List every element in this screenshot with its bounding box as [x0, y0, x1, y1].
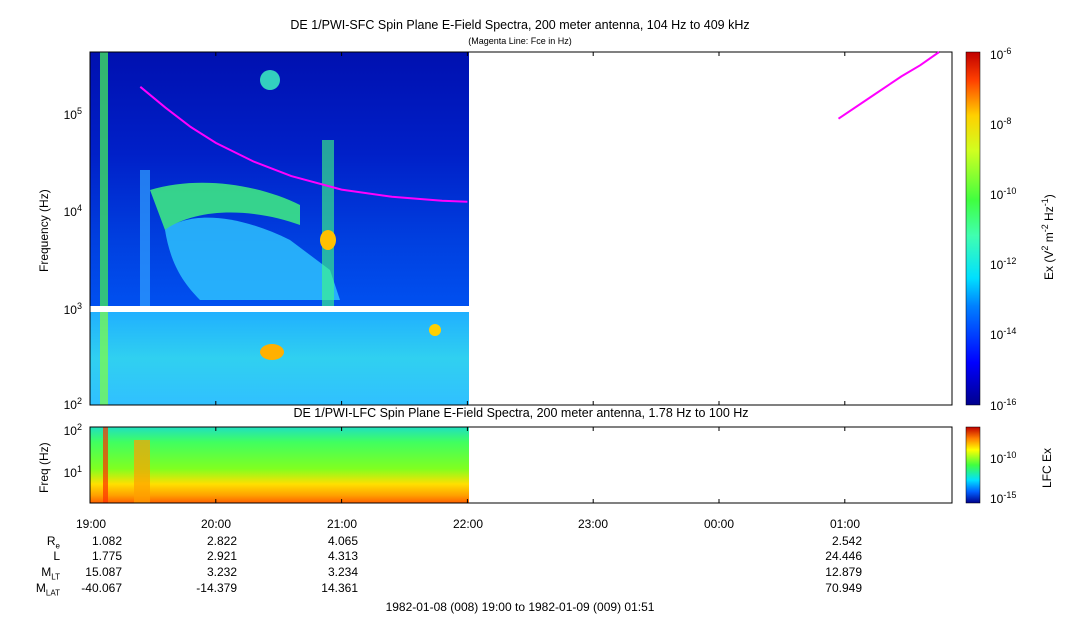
ephem-value: 3.232 — [206, 565, 237, 579]
ephem-value: 4.065 — [327, 534, 358, 548]
ephem-label-l: L — [53, 549, 60, 563]
sfc-ytick-label: 105 — [63, 106, 82, 122]
xtick-label: 20:00 — [200, 517, 232, 531]
sfc-stripe — [322, 140, 334, 306]
ephem-value: 24.446 — [825, 549, 862, 563]
sfc-border — [89, 51, 953, 406]
lfc-cbar-tick: 10-15 — [990, 490, 1017, 506]
ephem-value: -14.379 — [196, 581, 237, 595]
fce-line-segment1 — [139, 86, 468, 203]
xtick-label: 23:00 — [577, 517, 609, 531]
lfc-colorbar — [965, 426, 981, 504]
sfc-colorbar-label: Ex (V2 m-2 Hz-1) — [1040, 194, 1056, 280]
lfc-colorbar-label: LFC Ex — [1040, 447, 1054, 488]
ephem-label-mlt: MLT — [41, 565, 60, 582]
lfc-title: DE 1/PWI-LFC Spin Plane E-Field Spectra,… — [293, 406, 749, 420]
sfc-cbar-tick: 10-6 — [990, 46, 1012, 62]
ephem-value: 4.313 — [327, 549, 358, 563]
ephem-value: 70.949 — [825, 581, 862, 595]
sfc-cbar-tick: 10-14 — [990, 326, 1017, 342]
ephem-value: 1.775 — [91, 549, 122, 563]
xtick-label: 21:00 — [326, 517, 358, 531]
fce-line-segment2 — [837, 51, 940, 120]
ephem-value: 1.082 — [91, 534, 122, 548]
ephem-label-mlat: MLAT — [35, 581, 60, 598]
sfc-data-lower — [90, 312, 469, 405]
ephem-value: -40.067 — [81, 581, 122, 595]
sfc-emission-lower — [165, 217, 340, 300]
lfc-border — [89, 426, 953, 504]
lfc-cbar-tick: 10-10 — [990, 450, 1017, 466]
sfc-subtitle: (Magenta Line: Fce in Hz) — [468, 36, 572, 46]
ephem-value: 2.921 — [206, 549, 237, 563]
ephem-value: 2.542 — [831, 534, 862, 548]
lfc-ytick-label: 102 — [63, 422, 82, 438]
xtick-label: 01:00 — [829, 517, 861, 531]
sfc-panel — [89, 51, 953, 406]
sfc-title: DE 1/PWI-SFC Spin Plane E-Field Spectra,… — [290, 18, 750, 32]
ephem-value: 15.087 — [85, 565, 122, 579]
lfc-stripe — [103, 427, 108, 503]
sfc-colorbar — [965, 51, 981, 406]
sfc-ytick-label: 103 — [63, 301, 82, 317]
sfc-cbar-tick: 10-10 — [990, 186, 1017, 202]
sfc-hotspot — [429, 324, 441, 336]
lfc-stripe — [134, 440, 150, 503]
sfc-cbar-tick: 10-16 — [990, 397, 1017, 413]
sfc-ylabel: Frequency (Hz) — [37, 189, 51, 272]
ephem-value: 3.234 — [327, 565, 358, 579]
sfc-stripe — [100, 52, 108, 306]
ephem-value: 14.361 — [321, 581, 358, 595]
sfc-ytick-label: 102 — [63, 396, 82, 412]
time-range-footer: 1982-01-08 (008) 19:00 to 1982-01-09 (00… — [385, 600, 655, 614]
lfc-panel — [89, 426, 953, 504]
lfc-ytick-label: 101 — [63, 464, 82, 480]
lfc-data — [90, 427, 469, 503]
sfc-cbar-tick: 10-12 — [990, 256, 1017, 272]
ephem-label-re: Re — [46, 534, 60, 551]
xtick-label: 22:00 — [452, 517, 484, 531]
sfc-bright-patch — [260, 70, 280, 90]
sfc-stripe — [100, 312, 108, 405]
sfc-hotspot — [260, 344, 284, 360]
ephem-value: 2.822 — [206, 534, 237, 548]
sfc-hotspot — [320, 230, 336, 250]
sfc-emission-band — [150, 182, 300, 230]
sfc-ytick-label: 104 — [63, 203, 82, 219]
sfc-cbar-tick: 10-8 — [990, 116, 1012, 132]
xtick-label: 00:00 — [703, 517, 735, 531]
lfc-ylabel: Freq (Hz) — [37, 442, 51, 493]
ephem-value: 12.879 — [825, 565, 862, 579]
xtick-label: 19:00 — [75, 517, 107, 531]
sfc-stripe — [140, 170, 150, 306]
